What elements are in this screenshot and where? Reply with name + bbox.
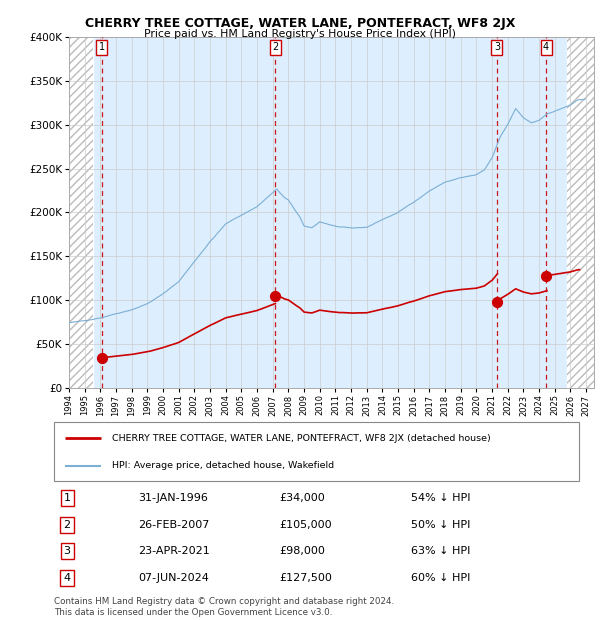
Text: £127,500: £127,500 <box>280 573 332 583</box>
Text: 2: 2 <box>272 42 278 53</box>
Text: 26-FEB-2007: 26-FEB-2007 <box>138 520 209 530</box>
Bar <box>566 37 594 387</box>
Point <box>541 271 551 281</box>
Point <box>97 353 106 363</box>
Text: 07-JUN-2024: 07-JUN-2024 <box>138 573 209 583</box>
Text: CHERRY TREE COTTAGE, WATER LANE, PONTEFRACT, WF8 2JX (detached house): CHERRY TREE COTTAGE, WATER LANE, PONTEFR… <box>112 433 491 443</box>
FancyBboxPatch shape <box>54 422 579 480</box>
Text: CHERRY TREE COTTAGE, WATER LANE, PONTEFRACT, WF8 2JX: CHERRY TREE COTTAGE, WATER LANE, PONTEFR… <box>85 17 515 30</box>
Text: 4: 4 <box>543 42 549 53</box>
Text: 2: 2 <box>64 520 71 530</box>
Text: 63% ↓ HPI: 63% ↓ HPI <box>411 546 470 556</box>
Text: £34,000: £34,000 <box>280 494 325 503</box>
Bar <box>566 37 594 387</box>
Text: 31-JAN-1996: 31-JAN-1996 <box>138 494 208 503</box>
Text: HPI: Average price, detached house, Wakefield: HPI: Average price, detached house, Wake… <box>112 461 334 471</box>
Text: Price paid vs. HM Land Registry's House Price Index (HPI): Price paid vs. HM Land Registry's House … <box>144 29 456 39</box>
Text: 1: 1 <box>98 42 104 53</box>
Text: 50% ↓ HPI: 50% ↓ HPI <box>411 520 470 530</box>
Text: £98,000: £98,000 <box>280 546 326 556</box>
Text: £105,000: £105,000 <box>280 520 332 530</box>
Text: Contains HM Land Registry data © Crown copyright and database right 2024.
This d: Contains HM Land Registry data © Crown c… <box>54 598 394 617</box>
Text: 23-APR-2021: 23-APR-2021 <box>138 546 210 556</box>
Bar <box>69 37 92 387</box>
Text: 3: 3 <box>494 42 500 53</box>
Text: 54% ↓ HPI: 54% ↓ HPI <box>411 494 470 503</box>
Text: 60% ↓ HPI: 60% ↓ HPI <box>411 573 470 583</box>
Text: 1: 1 <box>64 494 71 503</box>
Point <box>270 291 280 301</box>
Bar <box>69 37 92 387</box>
Point <box>492 297 502 307</box>
Text: 4: 4 <box>64 573 71 583</box>
Text: 3: 3 <box>64 546 71 556</box>
